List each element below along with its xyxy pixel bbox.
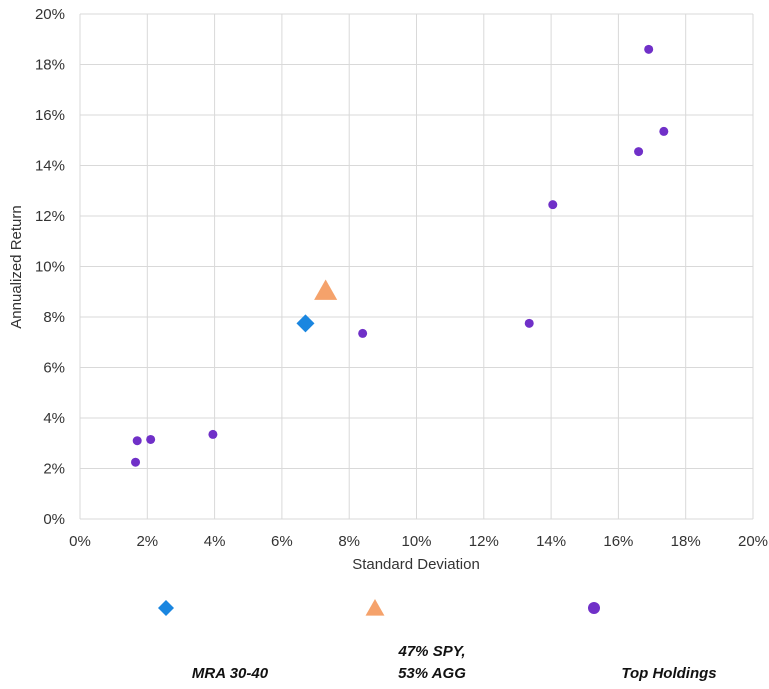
x-tick-label: 18% (671, 533, 701, 550)
y-tick-label: 10% (35, 259, 65, 276)
y-tick-label: 20% (35, 6, 65, 23)
gridlines (79, 13, 754, 520)
data-point (131, 457, 141, 467)
x-tick-label: 12% (469, 533, 499, 550)
y-tick-label: 14% (35, 158, 65, 175)
legend-label: MRA 30-40 (192, 665, 269, 682)
legend-label: 47% SPY, 53% AGG (398, 643, 467, 682)
y-tick-label: 18% (35, 57, 65, 74)
data-point (208, 429, 218, 439)
data-point (132, 436, 142, 446)
y-axis-title: Annualized Return (8, 205, 25, 328)
data-point (548, 200, 558, 210)
x-tick-label: 10% (401, 533, 431, 550)
data-point (634, 147, 644, 157)
x-tick-label: 6% (271, 533, 293, 550)
x-tick-label: 20% (738, 533, 768, 550)
data-points (131, 44, 669, 467)
y-tick-label: 8% (43, 309, 65, 326)
x-tick-label: 16% (603, 533, 633, 550)
data-point (524, 318, 534, 328)
x-tick-label: 2% (136, 533, 158, 550)
data-point (644, 44, 654, 54)
y-tick-label: 12% (35, 208, 65, 225)
x-axis-title: Standard Deviation (352, 556, 480, 573)
x-axis-ticks: 0% 2% 4% 6% 8% 10% 12% 14% 16% 18% 20% (69, 533, 768, 550)
x-tick-label: 14% (536, 533, 566, 550)
legend-marker (158, 600, 174, 616)
data-point (314, 279, 338, 300)
legend-marker (365, 599, 385, 616)
y-axis-ticks: 0% 2% 4% 6% 8% 10% 12% 14% 16% 18% 20% (35, 6, 65, 528)
data-point (659, 126, 669, 136)
y-tick-label: 4% (43, 410, 65, 427)
data-point (146, 434, 156, 444)
legend-label: Top Holdings (621, 665, 716, 682)
y-tick-label: 2% (43, 461, 65, 478)
x-tick-label: 8% (338, 533, 360, 550)
y-tick-label: 6% (43, 360, 65, 377)
x-tick-label: 0% (69, 533, 91, 550)
data-point (358, 328, 368, 338)
x-tick-label: 4% (204, 533, 226, 550)
legend: MRA 30-40 47% SPY, 53% AGG Top Holdings (158, 599, 717, 682)
legend-marker (588, 602, 600, 614)
data-point (296, 314, 315, 333)
y-tick-label: 16% (35, 107, 65, 124)
y-tick-label: 0% (43, 511, 65, 528)
